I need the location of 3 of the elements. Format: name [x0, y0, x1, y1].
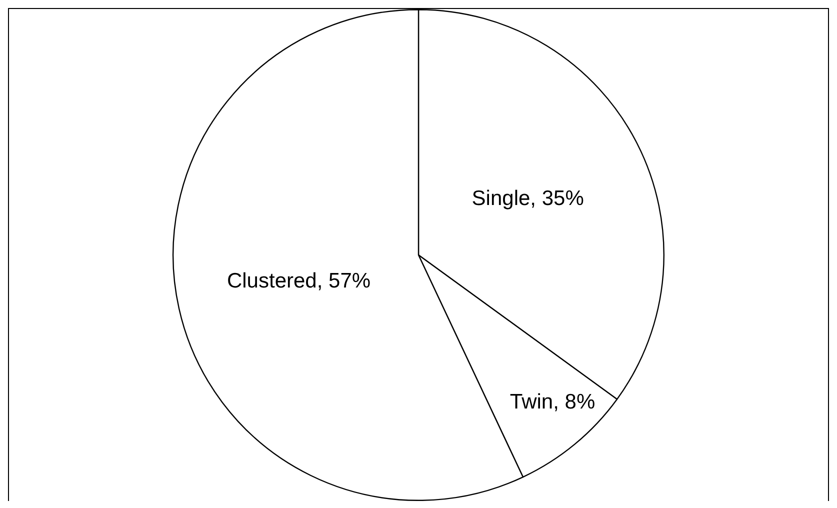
slice-label: Single, 35%: [472, 187, 584, 210]
slice-label: Twin, 8%: [510, 390, 596, 414]
slice-label: Clustered, 57%: [226, 270, 371, 293]
